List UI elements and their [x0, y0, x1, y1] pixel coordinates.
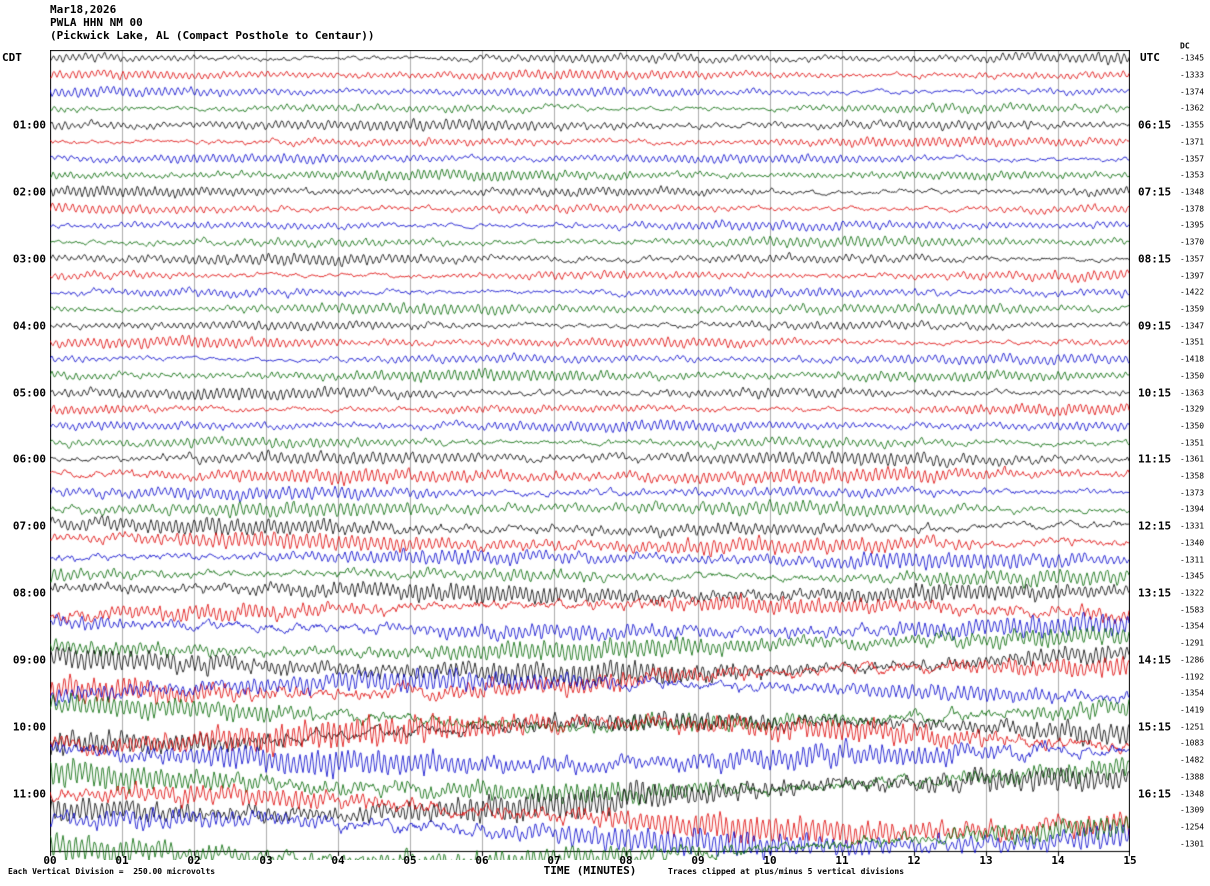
- left-hour-label: 02:00: [12, 185, 46, 199]
- right-hour-label: 10:15: [1138, 386, 1172, 400]
- x-tick-label: 00: [43, 854, 57, 867]
- dc-value: -1359: [1180, 304, 1205, 314]
- dc-value: -1371: [1180, 137, 1205, 147]
- dc-value: -1418: [1180, 354, 1205, 364]
- left-axis-title: CDT: [2, 51, 22, 64]
- left-hour-label: 05:00: [12, 386, 46, 400]
- right-axis-title: UTC: [1140, 51, 1160, 64]
- dc-value: -1329: [1180, 404, 1205, 414]
- dc-value: -1331: [1180, 521, 1205, 531]
- clip-note: Traces clipped at plus/minus 5 vertical …: [668, 867, 905, 876]
- location-label: (Pickwick Lake, AL (Compact Posthole to …: [50, 29, 375, 42]
- dc-header-label: DC: [1180, 41, 1190, 51]
- helicorder-canvas: [50, 50, 1130, 860]
- right-hour-label: 07:15: [1138, 185, 1172, 199]
- right-hour-label: 12:15: [1138, 519, 1172, 533]
- scale-note: Each Vertical Division = 250.00 microvol…: [8, 867, 216, 876]
- dc-value: -1345: [1180, 571, 1205, 581]
- dc-value: -1362: [1180, 103, 1205, 113]
- dc-value: -1333: [1180, 70, 1205, 80]
- x-tick-label: 11: [835, 854, 849, 867]
- dc-value: -1083: [1180, 738, 1205, 748]
- dc-value: -1482: [1180, 755, 1205, 765]
- dc-value: -1353: [1180, 170, 1205, 180]
- dc-value: -1363: [1180, 388, 1205, 398]
- station-label: PWLA HHN NM 00: [50, 16, 143, 29]
- x-tick-label: 05: [403, 854, 417, 867]
- dc-value: -1351: [1180, 337, 1205, 347]
- dc-value: -1397: [1180, 271, 1205, 281]
- dc-value: -1350: [1180, 421, 1205, 431]
- x-tick-label: 06: [475, 854, 489, 867]
- dc-value: -1309: [1180, 805, 1205, 815]
- dc-value: -1357: [1180, 154, 1205, 164]
- right-hour-label: 14:15: [1138, 653, 1172, 667]
- dc-value: -1354: [1180, 621, 1205, 631]
- x-tick-label: 12: [907, 854, 921, 867]
- dc-value: -1422: [1180, 287, 1205, 297]
- dc-value: -1357: [1180, 254, 1205, 264]
- dc-value: -1358: [1180, 471, 1205, 481]
- dc-value: -1354: [1180, 688, 1205, 698]
- title-block: Mar18,2026 PWLA HHN NM 00 (Pickwick Lake…: [50, 3, 375, 42]
- x-tick-label: 08: [619, 854, 633, 867]
- dc-value: -1370: [1180, 237, 1205, 247]
- dc-value: -1322: [1180, 588, 1205, 598]
- dc-value: -1311: [1180, 555, 1205, 565]
- x-tick-label: 02: [187, 854, 201, 867]
- x-tick-label: 10: [763, 854, 777, 867]
- left-hour-label: 06:00: [12, 452, 46, 466]
- dc-value: -1347: [1180, 321, 1205, 331]
- x-tick-label: 03: [259, 854, 273, 867]
- dc-value: -1373: [1180, 488, 1205, 498]
- dc-value: -1388: [1180, 772, 1205, 782]
- right-hour-label: 13:15: [1138, 586, 1172, 600]
- left-hour-label: 09:00: [12, 653, 46, 667]
- dc-value: -1395: [1180, 220, 1205, 230]
- right-hour-label: 15:15: [1138, 720, 1172, 734]
- left-hour-label: 07:00: [12, 519, 46, 533]
- dc-value: -1348: [1180, 187, 1205, 197]
- x-tick-label: 15: [1123, 854, 1137, 867]
- left-hour-label: 01:00: [12, 118, 46, 132]
- dc-value: -1254: [1180, 822, 1205, 832]
- date-label: Mar18,2026: [50, 3, 117, 16]
- dc-value: -1350: [1180, 371, 1205, 381]
- dc-value: -1345: [1180, 53, 1205, 63]
- x-axis-title: TIME (MINUTES): [543, 864, 637, 877]
- dc-value: -1355: [1180, 120, 1205, 130]
- x-tick-label: 07: [547, 854, 561, 867]
- dc-value: -1351: [1180, 438, 1205, 448]
- dc-value: -1419: [1180, 705, 1205, 715]
- dc-value: -1361: [1180, 454, 1205, 464]
- dc-value: -1192: [1180, 672, 1205, 682]
- dc-value: -1583: [1180, 605, 1205, 615]
- left-hour-label: 10:00: [12, 720, 46, 734]
- x-tick-label: 14: [1051, 854, 1065, 867]
- dc-value: -1340: [1180, 538, 1205, 548]
- x-tick-label: 13: [979, 854, 993, 867]
- dc-value: -1374: [1180, 87, 1205, 97]
- x-tick-label: 09: [691, 854, 705, 867]
- x-tick-label: 04: [331, 854, 345, 867]
- dc-value: -1394: [1180, 504, 1205, 514]
- right-hour-label: 16:15: [1138, 787, 1172, 801]
- right-hour-label: 11:15: [1138, 452, 1172, 466]
- right-hour-label: 08:15: [1138, 252, 1172, 266]
- dc-value: -1378: [1180, 204, 1205, 214]
- left-hour-label: 08:00: [12, 586, 46, 600]
- dc-value: -1251: [1180, 722, 1205, 732]
- dc-value: -1301: [1180, 839, 1205, 849]
- dc-value: -1348: [1180, 789, 1205, 799]
- left-hour-label: 11:00: [12, 787, 46, 801]
- left-hour-label: 04:00: [12, 319, 46, 333]
- dc-value: -1286: [1180, 655, 1205, 665]
- left-hour-label: 03:00: [12, 252, 46, 266]
- dc-value: -1291: [1180, 638, 1205, 648]
- right-hour-label: 09:15: [1138, 319, 1172, 333]
- x-tick-label: 01: [115, 854, 129, 867]
- right-hour-label: 06:15: [1138, 118, 1172, 132]
